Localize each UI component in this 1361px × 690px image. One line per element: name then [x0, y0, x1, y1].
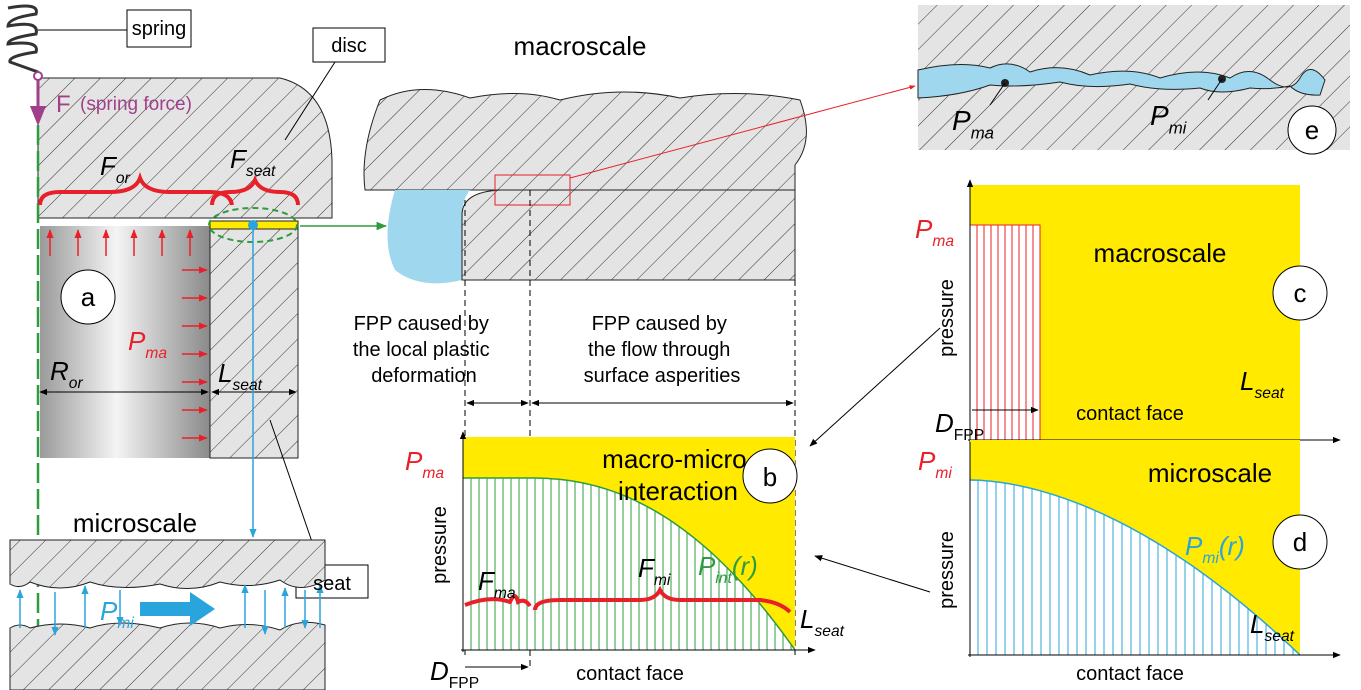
badge-label: e [1305, 115, 1319, 145]
symbol: L [218, 358, 232, 388]
link-arrow [815, 556, 930, 592]
y-label: pressure [936, 531, 958, 609]
suffix: (r) [1219, 531, 1245, 561]
symbol: P [698, 551, 716, 581]
lower-surface [10, 622, 325, 690]
symbol: D [430, 656, 449, 686]
subscript: ma [422, 465, 444, 482]
symbol: L [1240, 366, 1254, 396]
x-label: contact face [576, 663, 684, 685]
spring-pin [34, 72, 42, 80]
subscript: mi [1169, 118, 1188, 137]
fpp-right: FPP caused by the flow through surface a… [584, 313, 741, 387]
subscript: seat [814, 623, 844, 640]
subscript: ma [145, 345, 167, 362]
spring-label: spring [132, 18, 186, 40]
c-title: macroscale [1094, 238, 1227, 268]
orifice-cylinder [40, 226, 210, 458]
flow-arrow [140, 592, 215, 626]
symbol: P [100, 596, 118, 626]
y-label: pressure [429, 506, 451, 584]
line: deformation [371, 365, 477, 387]
line: the local plastic [353, 339, 490, 361]
subscript: mi [935, 465, 952, 482]
symbol: P [918, 446, 936, 476]
subscript: seat [1264, 628, 1294, 645]
suffix: (r) [732, 551, 758, 581]
spring-coils [8, 6, 38, 72]
x-label: contact face [1076, 663, 1184, 685]
lower-part [462, 190, 795, 280]
force-note: (spring force) [80, 94, 192, 115]
badge-label: a [81, 282, 96, 312]
symbol: P [128, 326, 146, 356]
symbol-label: Pma [915, 214, 954, 250]
symbol-label: Pmi [918, 446, 952, 482]
symbol: L [800, 604, 814, 634]
subscript: seat [246, 163, 276, 180]
subscript: FPP [449, 675, 479, 690]
subscript: mi [1202, 550, 1219, 567]
line: surface asperities [584, 365, 741, 387]
line: macro-micro [602, 444, 746, 474]
badge-label: b [763, 462, 777, 492]
micro-title: microscale [73, 508, 197, 538]
subscript: seat [232, 377, 262, 394]
symbol: P [915, 214, 933, 244]
symbol: L [1250, 609, 1264, 639]
x-label: contact face [1076, 403, 1184, 425]
upper-part [364, 89, 806, 190]
seat-label: seat [313, 573, 351, 595]
subscript: or [69, 375, 84, 392]
symbol-label: DFPP [430, 656, 479, 690]
subscript: mi [654, 572, 671, 589]
seat-dot [248, 220, 258, 230]
badge-label: c [1294, 278, 1307, 308]
fpp-left: FPP caused by the local plastic deformat… [353, 313, 495, 387]
badge-label: d [1293, 527, 1307, 557]
symbol: P [952, 105, 971, 136]
force-label: F [56, 91, 71, 118]
subscript: int [715, 570, 732, 587]
upper-surface [10, 540, 325, 589]
symbol-label: Lseat [800, 604, 845, 640]
line: FPP caused by [354, 313, 489, 335]
macro-title: macroscale [514, 31, 647, 61]
subscript: ma [971, 123, 994, 142]
subscript: ma [494, 585, 516, 602]
subscript: seat [1254, 385, 1284, 402]
diagram: spring disc F (spring force) a seat micr… [0, 0, 1361, 690]
line: interaction [618, 476, 738, 506]
subscript: FPP [954, 427, 984, 444]
seat-body [210, 226, 298, 458]
page: {"panel_a":{"spring":"spring","disc":"di… [0, 0, 1361, 690]
subscript: or [116, 170, 131, 187]
fluid [388, 190, 471, 283]
symbol-label: Pma [405, 446, 444, 482]
disc-label: disc [331, 35, 367, 57]
symbol: P [1150, 100, 1169, 131]
symbol: R [50, 356, 69, 386]
line: the flow through [588, 339, 730, 361]
d-title: microscale [1148, 458, 1272, 488]
symbol: P [1185, 531, 1203, 561]
link-arrow [810, 328, 940, 446]
subscript: mi [117, 615, 134, 632]
subscript: ma [932, 233, 954, 250]
symbol: P [405, 446, 423, 476]
y-label: pressure [936, 279, 958, 357]
symbol: D [935, 408, 954, 438]
line: FPP caused by [592, 313, 727, 335]
